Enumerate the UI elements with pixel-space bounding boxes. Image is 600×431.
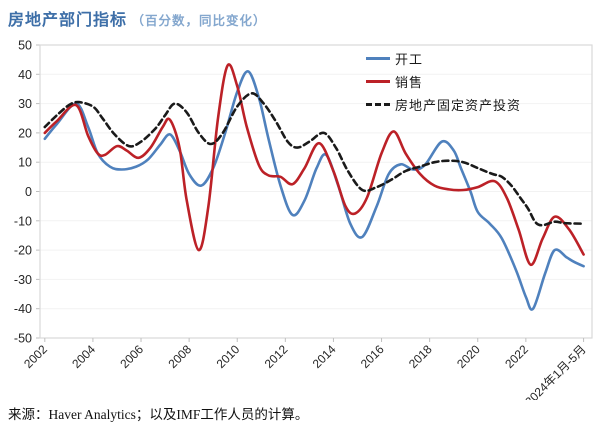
x-axis-label: 2016 — [358, 342, 387, 371]
y-axis-label: 20 — [18, 126, 32, 140]
y-axis-label: 50 — [18, 39, 32, 53]
investment-line-swatch-icon — [366, 102, 390, 106]
legend-label-starts: 开工 — [395, 51, 424, 67]
y-axis-label: 40 — [18, 68, 32, 82]
starts-line-swatch-icon — [366, 56, 390, 60]
sales-line — [43, 63, 585, 267]
chart-legend: 开工 销售 房地产固定资产投资 — [366, 48, 521, 114]
x-axis-label: 2010 — [214, 342, 243, 371]
legend-item-sales: 销售 — [366, 71, 521, 91]
x-axis-label: 2006 — [117, 342, 146, 371]
y-axis-label: -40 — [14, 302, 32, 316]
plot-border — [39, 44, 593, 339]
y-axis-label: 10 — [18, 156, 32, 170]
chart-title: 房地产部门指标 — [8, 12, 128, 29]
y-axis-label: -50 — [14, 332, 32, 346]
x-axis-label: 2020 — [454, 342, 483, 371]
x-axis-label: 2014 — [310, 342, 339, 371]
y-axis-label: 30 — [18, 97, 32, 111]
legend-item-starts: 开工 — [366, 48, 521, 68]
sales-line-swatch-icon — [366, 79, 390, 83]
x-axis-label: 2022 — [502, 342, 531, 371]
starts-line — [43, 70, 585, 311]
chart-subtitle: （百分数，同比变化） — [131, 14, 267, 28]
x-axis-label: 2004 — [69, 342, 98, 371]
x-axis-label: 2018 — [406, 342, 435, 371]
page-title: 房地产部门指标 （百分数，同比变化） — [8, 6, 266, 30]
y-axis-label: 0 — [25, 185, 32, 199]
x-axis-label: 2024年1月-5月 — [522, 342, 589, 400]
legend-label-sales: 销售 — [395, 74, 424, 90]
x-axis-label: 2002 — [21, 342, 50, 371]
y-axis-label: -10 — [14, 214, 32, 228]
source-note: 来源：Haver Analytics；以及IMF工作人员的计算。 — [8, 407, 309, 422]
x-axis-label: 2008 — [165, 342, 194, 371]
legend-item-investment: 房地产固定资产投资 — [366, 94, 521, 114]
investment-line — [43, 92, 585, 227]
x-axis-label: 2012 — [262, 342, 291, 371]
y-axis-label: -20 — [14, 244, 32, 258]
legend-label-investment: 房地产固定资产投资 — [395, 97, 522, 113]
y-axis-label: -30 — [14, 273, 32, 287]
